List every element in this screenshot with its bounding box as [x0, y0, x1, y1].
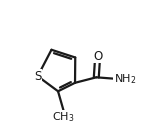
Text: O: O: [93, 50, 102, 63]
Text: S: S: [34, 70, 41, 83]
Text: CH$_3$: CH$_3$: [52, 110, 75, 124]
Text: NH$_2$: NH$_2$: [114, 72, 137, 86]
